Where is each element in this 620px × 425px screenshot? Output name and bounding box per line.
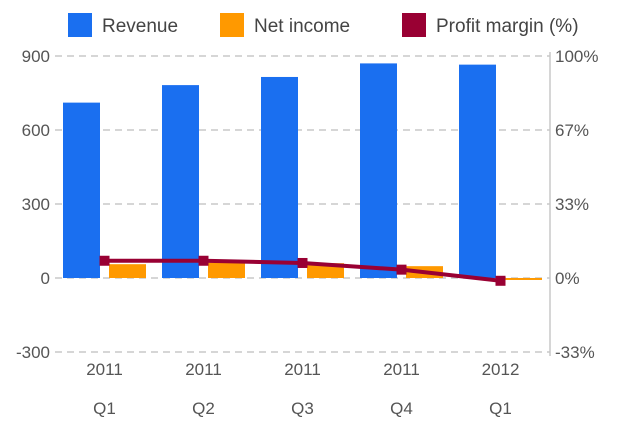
legend-label: Revenue — [102, 16, 178, 37]
y-right-tick-label: 0% — [555, 269, 580, 288]
legend-swatch — [68, 13, 92, 37]
x-tick-label-quarter: Q4 — [390, 399, 413, 418]
y-left-tick-label: 600 — [22, 121, 50, 140]
x-tick-label-year: 2011 — [383, 360, 420, 379]
y-right-tick-label: 100% — [555, 47, 598, 66]
x-tick-label-quarter: Q2 — [192, 399, 215, 418]
x-tick-label-quarter: Q3 — [291, 399, 314, 418]
revenue-bar — [63, 102, 100, 279]
revenue-bar — [360, 63, 397, 279]
legend-label: Profit margin (%) — [436, 16, 579, 37]
legend-swatch — [220, 13, 244, 37]
x-tick-label-quarter: Q1 — [93, 399, 116, 418]
net-income-bar — [208, 262, 245, 278]
x-tick-label-quarter: Q1 — [489, 399, 512, 418]
revenue-bar — [459, 64, 496, 278]
net-income-bar — [109, 264, 146, 278]
y-left-tick-label: 300 — [22, 195, 50, 214]
profit-margin-point — [99, 255, 110, 266]
profit-margin-point — [198, 255, 209, 266]
x-tick-label-year: 2012 — [482, 360, 520, 379]
y-left-tick-label: -300 — [16, 343, 50, 362]
legend-swatch — [402, 13, 426, 37]
y-right-tick-label: 33% — [555, 195, 589, 214]
profit-margin-point — [495, 275, 506, 286]
revenue-bar — [162, 85, 199, 279]
x-tick-label-year: 2011 — [284, 360, 321, 379]
profit-margin-point — [297, 257, 308, 268]
revenue-bar — [261, 76, 298, 278]
x-tick-label-year: 2011 — [86, 360, 123, 379]
y-right-tick-label: -33% — [555, 343, 595, 362]
legend-label: Net income — [254, 16, 350, 37]
profit-margin-point — [396, 264, 407, 275]
y-left-tick-label: 0 — [41, 269, 50, 288]
y-right-tick-label: 67% — [555, 121, 589, 140]
x-tick-label-year: 2011 — [185, 360, 222, 379]
y-left-tick-label: 900 — [22, 47, 50, 66]
net-income-bar — [505, 278, 542, 280]
